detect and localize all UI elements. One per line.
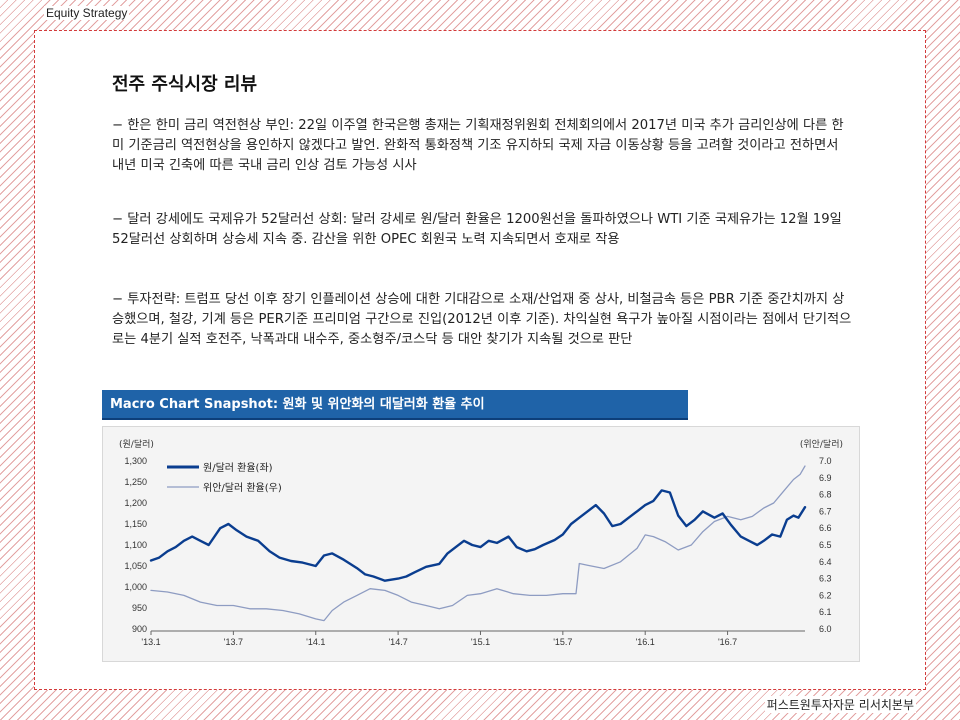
cny-usd-series-line — [150, 465, 806, 622]
left-tick-label: 1,250 — [124, 477, 147, 487]
left-axis-ticks: 1,300 1,250 1,200 1,150 1,100 1,050 1,000 950 90… — [124, 456, 147, 634]
right-tick-label: 6.4 — [819, 557, 832, 567]
chart-title-bar: Macro Chart Snapshot: 원화 및 위안화의 대달러화 환율 … — [102, 390, 688, 420]
right-tick-label: 6.7 — [819, 506, 832, 516]
x-tick-label: '15.7 — [553, 637, 572, 647]
x-tick-label: '13.7 — [224, 637, 243, 647]
left-tick-label: 1,050 — [124, 561, 147, 571]
right-tick-label: 6.9 — [819, 473, 832, 483]
left-axis-title: (원/달러) — [119, 438, 154, 450]
legend-label: 원/달러 환율(좌) — [203, 462, 273, 474]
section-title: 전주 주식시장 리뷰 — [112, 74, 258, 95]
right-tick-label: 6.2 — [819, 590, 832, 600]
right-tick-label: 6.6 — [819, 523, 832, 533]
x-axis-ticks: '13.1 '13.7 '14.1 '14.7 '15.1 '15.7 '16.1 '16.7 — [141, 631, 737, 647]
chart-canvas: (원/달러) (위안/달러) 1,300 1,250 1,200 1,150 1,100… — [119, 438, 843, 647]
x-tick-label: '14.7 — [388, 637, 407, 647]
exchange-rate-chart: (원/달러) (위안/달러) 1,300 1,250 1,200 1,150 1,100… — [102, 426, 860, 662]
report-category-label: Equity Strategy — [44, 6, 130, 20]
right-tick-label: 6.8 — [819, 490, 832, 500]
right-tick-label: 7.0 — [819, 456, 832, 466]
x-tick-label: '16.1 — [636, 637, 655, 647]
left-tick-label: 1,000 — [124, 582, 147, 592]
source-label: 퍼스트원투자자문 리서치본부 — [764, 696, 916, 713]
left-tick-label: 1,150 — [124, 519, 147, 529]
left-tick-label: 900 — [132, 624, 147, 634]
krw-usd-series-line — [149, 489, 807, 582]
paragraph-oil-price: − 달러 강세에도 국제유가 52달러선 상회: 달러 강세로 원/달러 환율은… — [112, 212, 842, 247]
right-tick-label: 6.1 — [819, 607, 832, 617]
left-tick-label: 1,300 — [124, 456, 147, 466]
paragraph-rate-inversion: − 한은 한미 금리 역전현상 부인: 22일 이주열 한국은행 총재는 기획재… — [112, 118, 844, 173]
right-tick-label: 6.3 — [819, 574, 832, 584]
x-tick-label: '14.1 — [306, 637, 325, 647]
x-tick-label: '13.1 — [141, 637, 160, 647]
left-tick-label: 1,100 — [124, 540, 147, 550]
paragraph-investment-strategy: − 투자전략: 트럼프 당선 이후 장기 인플레이션 상승에 대한 기대감으로 … — [112, 292, 852, 347]
left-tick-label: 1,200 — [124, 498, 147, 508]
chart-legend: 원/달러 환율(좌) 위안/달러 환율(우) — [167, 462, 282, 494]
right-axis-ticks: 7.0 6.9 6.8 6.7 6.6 6.5 6.4 6.3 6.2 6.1 6.0 — [819, 456, 832, 634]
series-layer — [149, 465, 807, 622]
right-tick-label: 6.5 — [819, 540, 832, 550]
x-tick-label: '15.1 — [471, 637, 490, 647]
legend-label: 위안/달러 환율(우) — [203, 481, 282, 494]
right-tick-label: 6.0 — [819, 624, 832, 634]
x-tick-label: '16.7 — [718, 637, 737, 647]
left-tick-label: 950 — [132, 603, 147, 613]
right-axis-title: (위안/달러) — [800, 438, 843, 450]
